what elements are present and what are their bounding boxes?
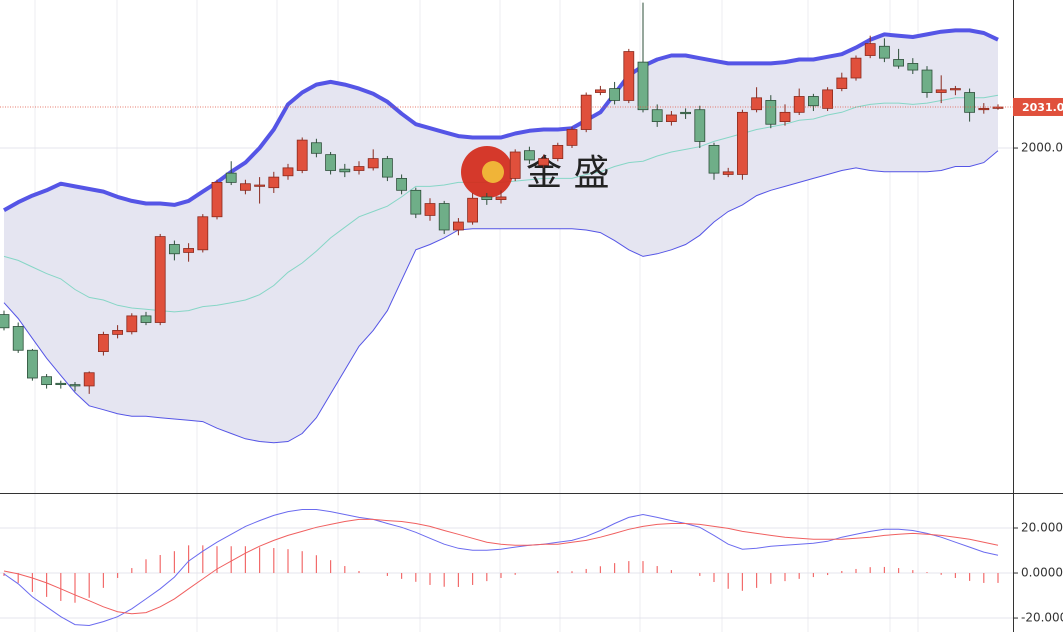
candle-body xyxy=(239,183,251,191)
candle-body xyxy=(452,221,464,231)
candle-body xyxy=(580,94,592,130)
candle-body xyxy=(509,151,521,179)
candle-body xyxy=(524,150,535,161)
watermark: 金 盛 xyxy=(461,146,609,198)
band-fill xyxy=(4,30,998,443)
candle-body xyxy=(864,43,876,56)
candle-body xyxy=(69,384,81,387)
y-tick-label: -20.0000 xyxy=(1021,611,1063,625)
candle-body xyxy=(950,88,961,91)
candle-body xyxy=(481,196,493,200)
candle-body xyxy=(680,111,691,115)
candle-body xyxy=(793,96,805,113)
candle-body xyxy=(98,333,109,352)
candle-body xyxy=(424,203,436,216)
macd-line xyxy=(3,509,999,627)
candle-body xyxy=(410,189,422,215)
candle-body xyxy=(666,114,677,122)
upper-band xyxy=(3,28,999,212)
candle-body xyxy=(55,382,67,386)
candle-body xyxy=(651,109,663,122)
candle-body xyxy=(935,89,947,93)
candle-body xyxy=(339,168,351,173)
candle-body xyxy=(268,176,280,189)
candle-body xyxy=(779,111,791,122)
macd-line xyxy=(3,518,999,615)
candle-body xyxy=(12,326,24,351)
candle-body xyxy=(907,63,919,71)
candle-body xyxy=(836,77,848,89)
candle-body xyxy=(140,315,152,323)
candle-body xyxy=(254,184,266,187)
candle-body xyxy=(225,172,237,183)
candle-body xyxy=(552,144,564,160)
candle-body xyxy=(41,376,52,386)
candle-body xyxy=(296,139,308,171)
candle-body xyxy=(921,69,933,93)
lower-band xyxy=(3,150,999,444)
candle-body xyxy=(310,142,322,154)
candle-body xyxy=(197,216,209,251)
candle-body xyxy=(282,167,294,177)
candle-body xyxy=(467,197,479,223)
candle-body xyxy=(850,57,862,79)
candle-body xyxy=(83,372,95,387)
candle-body xyxy=(381,158,393,178)
candle-body xyxy=(566,129,578,146)
candle-body xyxy=(751,97,762,111)
candle-body xyxy=(609,88,620,101)
candle-body xyxy=(495,196,507,200)
y-tick-label: 2000.00 xyxy=(1021,141,1063,155)
candle-body xyxy=(126,315,138,333)
candle-body xyxy=(637,61,649,111)
candle-body xyxy=(737,111,748,175)
candle-body xyxy=(694,109,706,142)
candle-body xyxy=(112,330,123,335)
last-price-label: 2031.06 xyxy=(1022,101,1063,114)
candle-body xyxy=(808,96,819,107)
candle-body xyxy=(623,51,635,101)
candle-body xyxy=(879,45,890,59)
candle-body xyxy=(396,178,408,191)
candle-body xyxy=(26,349,38,379)
candle-body xyxy=(538,158,549,166)
candle-body xyxy=(595,89,606,93)
last-price-box xyxy=(1013,97,1063,116)
candle-body xyxy=(438,203,450,231)
candle-body xyxy=(183,248,195,253)
candle-body xyxy=(367,158,379,169)
candle-body xyxy=(0,314,10,329)
y-tick-label: 20.0000 xyxy=(1021,520,1063,534)
candle-body xyxy=(154,236,166,323)
y-tick-label: 0.0000 xyxy=(1021,566,1063,580)
candle-body xyxy=(211,181,223,218)
candle-body xyxy=(353,166,365,171)
candle-body xyxy=(893,59,904,67)
watermark-logo-inner xyxy=(482,161,504,183)
candle-body xyxy=(978,107,990,111)
candle-body xyxy=(822,89,833,109)
candle-body xyxy=(964,92,975,113)
candle-body xyxy=(325,154,337,171)
candle-body xyxy=(168,244,180,255)
plot: 金 盛 xyxy=(0,2,1018,627)
candle-body xyxy=(708,144,720,174)
candle-body xyxy=(765,100,777,125)
candle-body xyxy=(722,171,734,175)
